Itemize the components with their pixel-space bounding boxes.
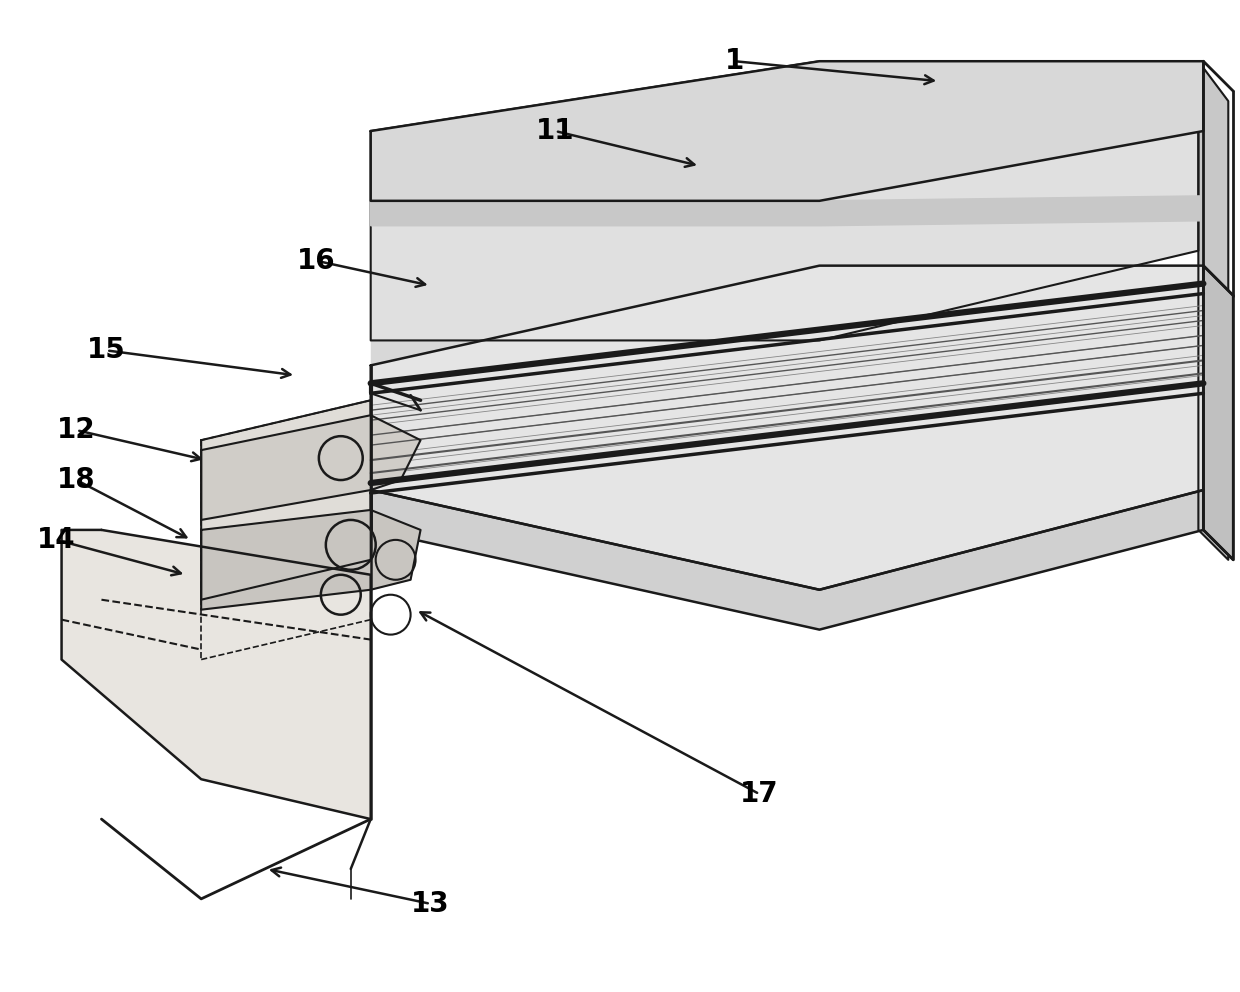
Polygon shape — [371, 62, 1203, 200]
Text: 13: 13 — [412, 890, 450, 918]
Polygon shape — [201, 416, 420, 520]
Polygon shape — [371, 490, 1203, 630]
Polygon shape — [371, 340, 820, 530]
Text: 15: 15 — [87, 336, 125, 364]
Polygon shape — [201, 400, 371, 600]
Text: 1: 1 — [725, 48, 744, 75]
Polygon shape — [371, 266, 1203, 589]
Polygon shape — [1203, 266, 1234, 559]
Polygon shape — [1198, 62, 1229, 559]
Polygon shape — [371, 195, 1203, 226]
Polygon shape — [1203, 266, 1234, 559]
Polygon shape — [201, 510, 420, 610]
Text: 11: 11 — [536, 117, 574, 145]
Text: 16: 16 — [296, 247, 335, 275]
Text: 12: 12 — [57, 417, 95, 444]
Text: 18: 18 — [57, 466, 95, 494]
Polygon shape — [62, 530, 371, 819]
Polygon shape — [371, 62, 1198, 340]
Text: 14: 14 — [37, 526, 76, 554]
Text: 17: 17 — [740, 780, 779, 808]
